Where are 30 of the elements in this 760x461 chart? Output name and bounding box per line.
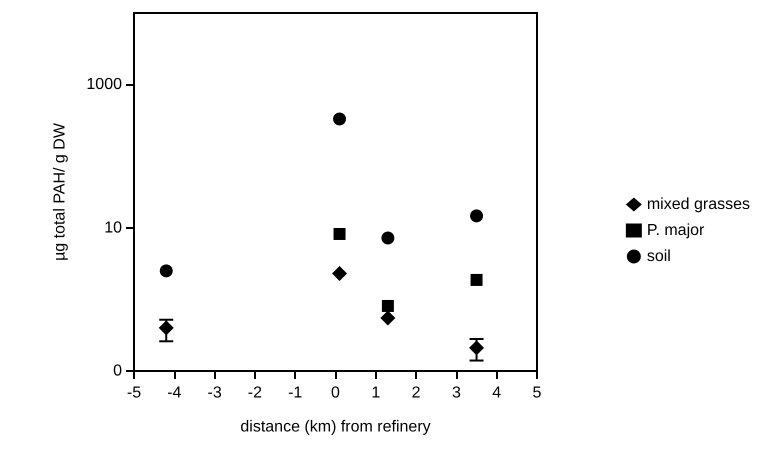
legend-label: P. major: [646, 222, 706, 239]
x-tick-label: -3: [207, 384, 222, 402]
legend-label: soil: [646, 248, 671, 265]
point: [158, 320, 174, 336]
y-tick-label: 0: [113, 362, 122, 380]
point: [160, 264, 173, 278]
point: [381, 232, 394, 245]
x-tick-label: -1: [288, 384, 302, 402]
point: [382, 300, 394, 312]
y-tick-label: 10: [104, 219, 122, 236]
x-tick-label: -4: [167, 384, 182, 402]
y-axis-title: µg total PAH/ g DW: [52, 122, 68, 261]
point: [470, 209, 484, 222]
point: [470, 274, 483, 286]
y-tick-label: 1000: [86, 76, 122, 94]
x-tick-label: 3: [452, 384, 461, 402]
point: [333, 112, 346, 126]
x-tick-label: 1: [371, 384, 380, 402]
x-tick-label: -2: [248, 384, 262, 402]
x-axis-title: distance (km) from refinery: [240, 418, 431, 436]
legend-label: mixed grasses: [646, 196, 750, 213]
x-tick-label: 5: [532, 384, 542, 402]
x-tick-label: 0: [331, 384, 340, 402]
x-tick-label: -5: [126, 384, 142, 402]
point: [380, 310, 396, 326]
x-tick-label: 4: [492, 384, 502, 402]
point: [469, 340, 484, 356]
x-tick-label: 2: [412, 384, 421, 402]
point: [334, 228, 346, 240]
point: [332, 266, 348, 281]
